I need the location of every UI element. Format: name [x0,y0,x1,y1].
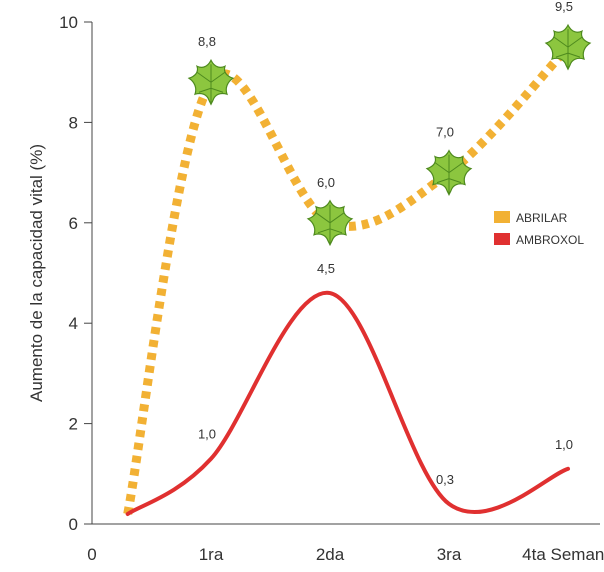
data-point-ambroxol [328,291,332,295]
legend-swatch-abrilar [494,211,510,223]
series-line-ambroxol [125,291,570,516]
data-label-abrilar: 6,0 [317,175,335,190]
legend: ABRILAR AMBROXOL [494,211,584,247]
y-tick-label: 0 [69,515,78,534]
x-tick-label: 4ta Semana [522,545,604,564]
legend-swatch-ambroxol [494,233,510,245]
data-label-ambroxol: 4,5 [317,261,335,276]
y-tick-label: 2 [69,415,78,434]
ivy-leaf-icon [188,59,234,105]
data-label-abrilar: 8,8 [198,34,216,49]
x-tick-label: 1ra [199,545,224,564]
x-tick-label: 0 [87,545,96,564]
data-point-ambroxol [126,512,130,516]
data-point-ambroxol [447,502,451,506]
x-tick-label: 3ra [437,545,462,564]
data-label-ambroxol: 0,3 [436,472,454,487]
ivy-leaf-icon [307,200,353,246]
data-label-abrilar: 9,5 [555,0,573,14]
data-label-ambroxol: 1,0 [198,427,216,442]
data-point-ambroxol [566,467,570,471]
data-label-abrilar: 7,0 [436,125,454,140]
y-tick-label: 4 [69,314,78,333]
legend-label-ambroxol: AMBROXOL [516,233,584,247]
series-line-abrilar [123,44,572,515]
y-tick-label: 8 [69,113,78,132]
x-tick-label: 2da [316,545,345,564]
y-tick-label: 10 [59,13,78,32]
y-axis-title: Aumento de la capacidad vital (%) [27,144,46,402]
y-tick-label: 6 [69,214,78,233]
legend-label-abrilar: ABRILAR [516,211,568,225]
data-label-ambroxol: 1,0 [555,437,573,452]
data-point-ambroxol [209,457,213,461]
